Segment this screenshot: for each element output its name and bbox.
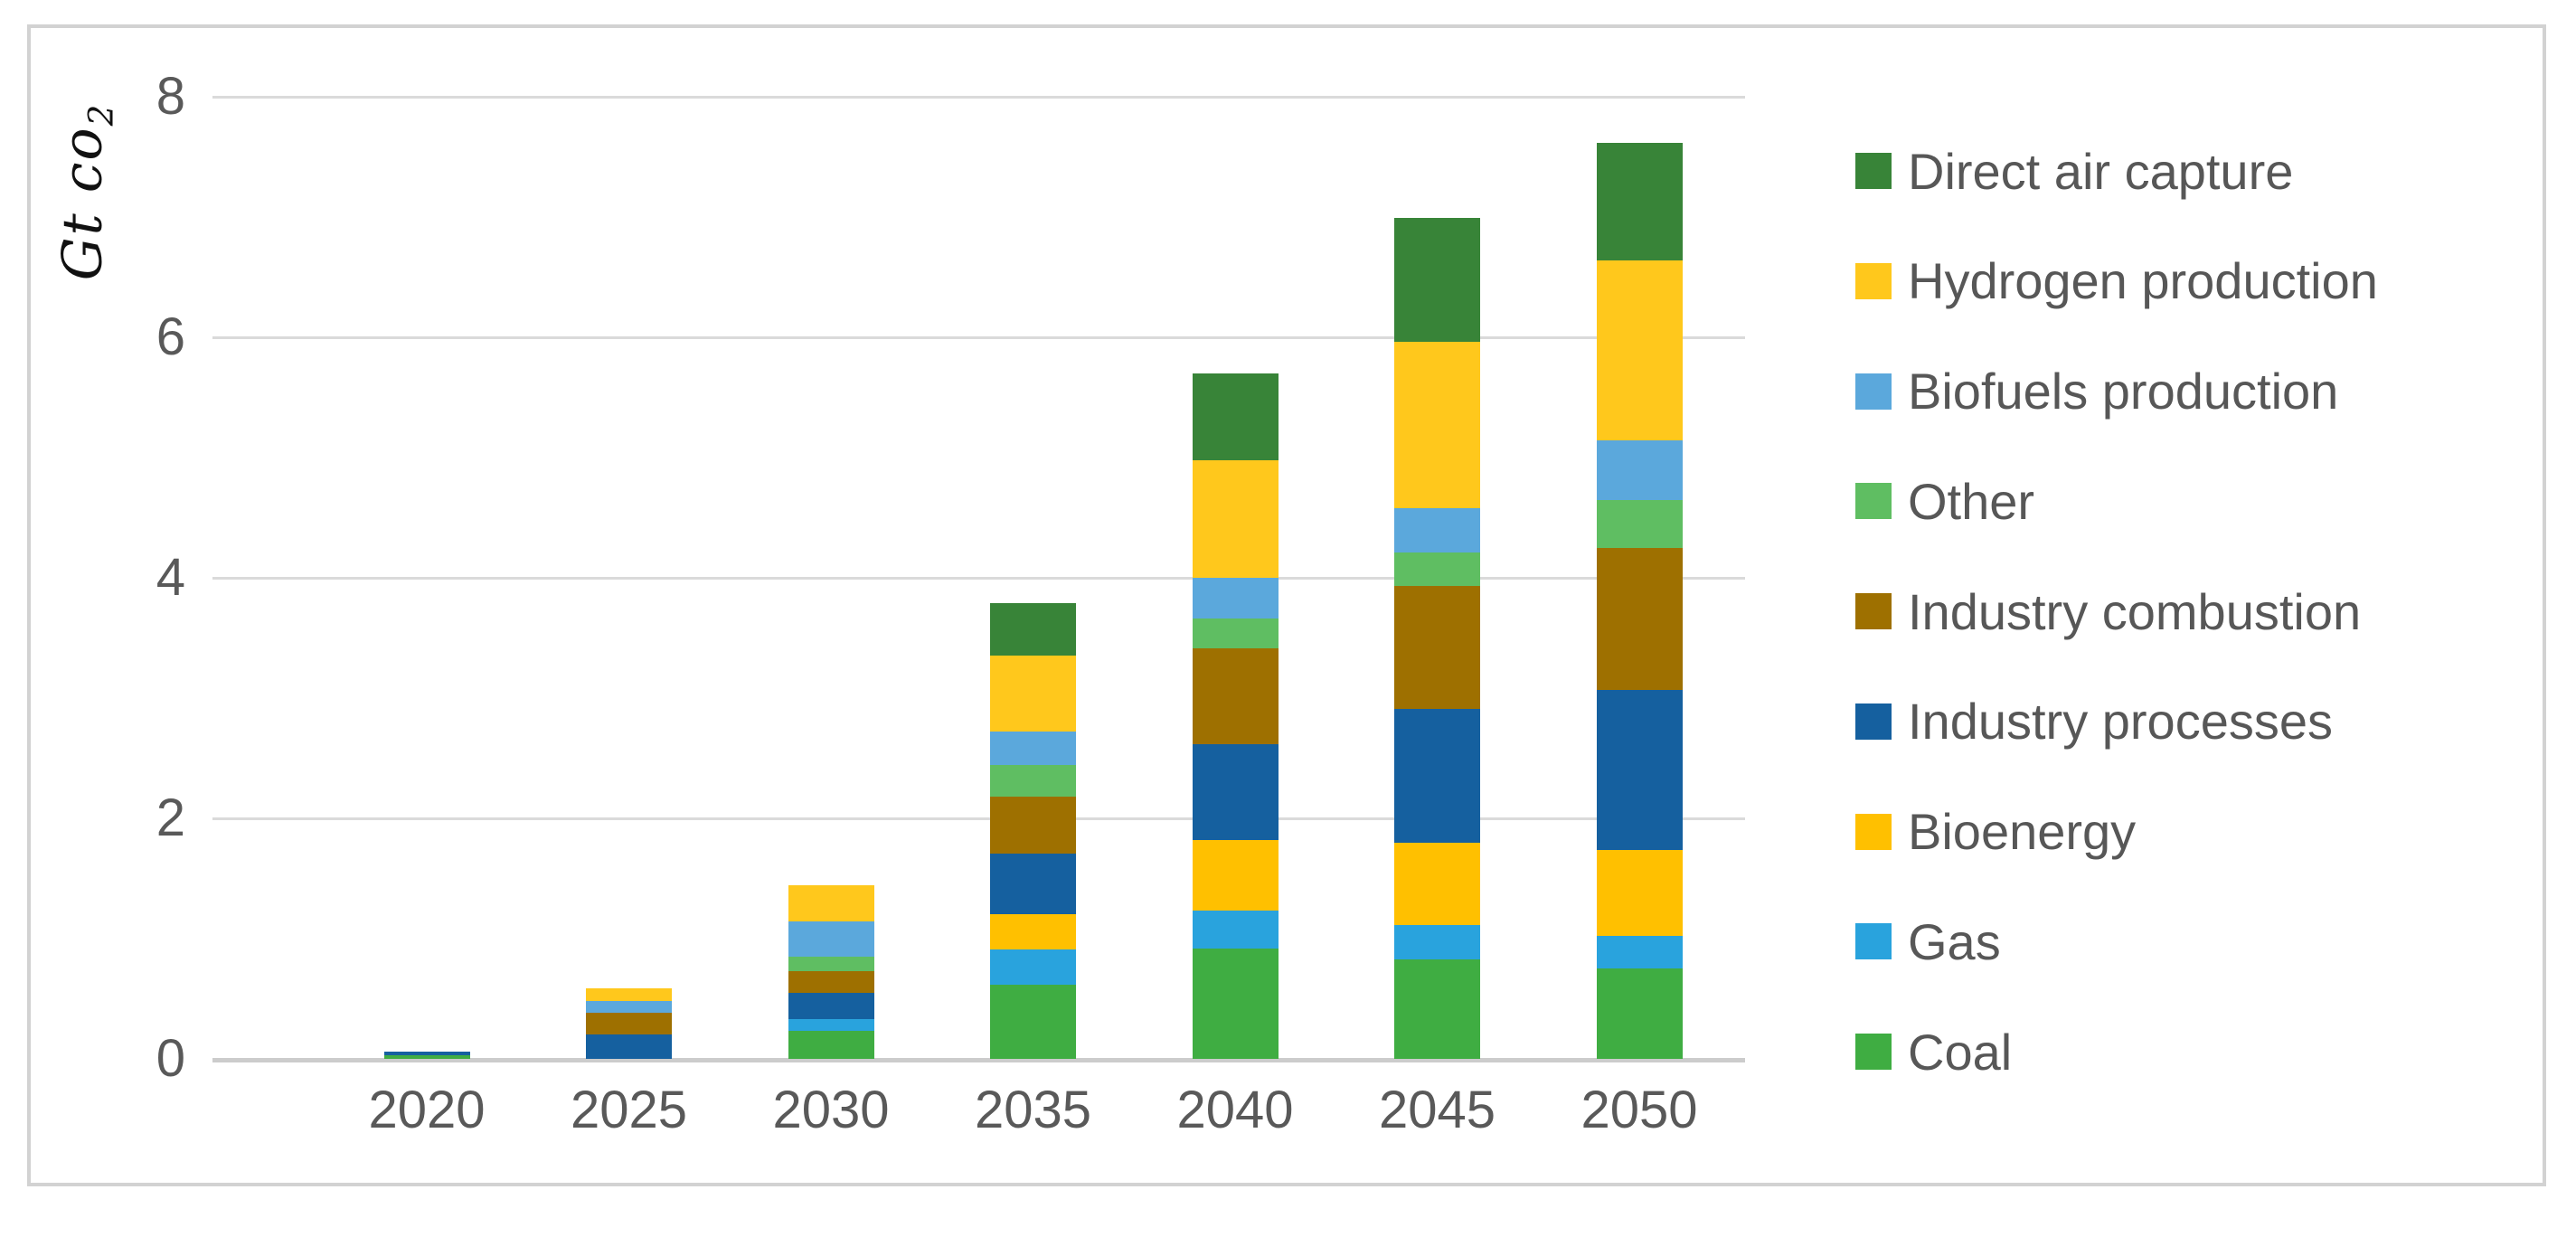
legend-swatch-industry-processes: [1855, 703, 1892, 740]
legend-label-biofuels-production: Biofuels production: [1908, 363, 2339, 420]
bar-segment-2035-biofuels-production: [990, 732, 1076, 766]
legend-swatch-gas: [1855, 923, 1892, 960]
y-tick-label-4: 4: [156, 548, 185, 607]
bar-segment-2035-direct-air-capture: [990, 602, 1076, 656]
legend-label-industry-processes: Industry processes: [1908, 693, 2333, 751]
y-axis-title-text: Gt co: [51, 126, 115, 281]
bar-segment-2045-other: [1394, 552, 1480, 587]
legend-item-biofuels-production: Biofuels production: [1855, 363, 2339, 420]
bar-segment-2045-coal: [1394, 958, 1480, 1059]
bar-segment-2025-industry-combustion: [586, 1013, 672, 1035]
bar-segment-2035-industry-combustion: [990, 797, 1076, 854]
legend-item-gas: Gas: [1855, 912, 2001, 970]
legend-label-industry-combustion: Industry combustion: [1908, 582, 2362, 640]
legend-item-coal: Coal: [1855, 1023, 2013, 1081]
x-tick-label-2035: 2035: [974, 1081, 1092, 1139]
bar-segment-2025-biofuels-production: [586, 1001, 672, 1014]
y-tick-label-8: 8: [156, 67, 185, 126]
bar-segment-2050-direct-air-capture: [1596, 142, 1683, 260]
bar-segment-2050-bioenergy: [1596, 849, 1683, 937]
bar-segment-2050-other: [1596, 499, 1683, 548]
gridline-0: [212, 1058, 1745, 1062]
legend-swatch-bioenergy: [1855, 813, 1892, 850]
gridline-2: [212, 817, 1745, 820]
bar-segment-2045-direct-air-capture: [1394, 218, 1480, 343]
y-axis-title: Gt co2: [52, 103, 121, 281]
bar-segment-2045-bioenergy: [1394, 842, 1480, 926]
bar-segment-2050-hydrogen-production: [1596, 260, 1683, 441]
legend-swatch-direct-air-capture: [1855, 153, 1892, 189]
legend-label-bioenergy: Bioenergy: [1908, 803, 2137, 860]
bar-segment-2040-biofuels-production: [1192, 578, 1279, 619]
legend-swatch-other: [1855, 483, 1892, 520]
bar-segment-2020-industry-processes: [383, 1052, 470, 1055]
bar-segment-2030-industry-processes: [788, 992, 874, 1020]
legend-swatch-coal: [1855, 1034, 1892, 1070]
gridline-6: [212, 336, 1745, 339]
bar-segment-2035-coal: [990, 984, 1076, 1059]
x-tick-label-2045: 2045: [1378, 1081, 1496, 1139]
legend-label-coal: Coal: [1908, 1023, 2013, 1081]
bar-segment-2035-other: [990, 765, 1076, 798]
bar-segment-2040-hydrogen-production: [1192, 459, 1279, 578]
bar-segment-2030-gas: [788, 1019, 874, 1032]
bar-segment-2040-direct-air-capture: [1192, 373, 1279, 460]
bar-segment-2040-industry-processes: [1192, 743, 1279, 840]
bar-segment-2035-bioenergy: [990, 914, 1076, 949]
bar-segment-2020-coal: [383, 1055, 470, 1059]
y-tick-label-0: 0: [156, 1029, 185, 1088]
legend-label-gas: Gas: [1908, 912, 2001, 970]
x-tick-label-2030: 2030: [772, 1081, 890, 1139]
bar-segment-2045-gas: [1394, 925, 1480, 959]
gridline-8: [212, 96, 1745, 99]
bar-segment-2040-coal: [1192, 948, 1279, 1059]
bar-segment-2050-coal: [1596, 968, 1683, 1059]
bar-segment-2030-coal: [788, 1031, 874, 1059]
y-tick-label-6: 6: [156, 307, 185, 366]
bar-segment-2030-industry-combustion: [788, 970, 874, 993]
y-tick-label-2: 2: [156, 788, 185, 847]
bar-segment-2030-biofuels-production: [788, 921, 874, 957]
bar-segment-2035-industry-processes: [990, 853, 1076, 915]
legend-item-hydrogen-production: Hydrogen production: [1855, 252, 2378, 310]
legend-swatch-industry-combustion: [1855, 593, 1892, 629]
gridline-4: [212, 577, 1745, 580]
bar-segment-2050-industry-processes: [1596, 689, 1683, 850]
legend-item-direct-air-capture: Direct air capture: [1855, 142, 2294, 200]
bar-segment-2025-hydrogen-production: [586, 987, 672, 1002]
legend-label-hydrogen-production: Hydrogen production: [1908, 252, 2378, 310]
legend-label-direct-air-capture: Direct air capture: [1908, 142, 2294, 200]
bar-segment-2050-biofuels-production: [1596, 440, 1683, 500]
bar-segment-2045-hydrogen-production: [1394, 342, 1480, 508]
figure-border: [27, 24, 2546, 1186]
legend-swatch-biofuels-production: [1855, 373, 1892, 410]
legend-label-other: Other: [1908, 472, 2035, 530]
bar-segment-2045-industry-processes: [1394, 708, 1480, 843]
x-tick-label-2025: 2025: [570, 1081, 688, 1139]
bar-segment-2030-hydrogen-production: [788, 885, 874, 922]
bar-segment-2050-gas: [1596, 936, 1683, 969]
legend-item-industry-processes: Industry processes: [1855, 693, 2333, 751]
x-tick-label-2020: 2020: [368, 1081, 486, 1139]
bar-segment-2025-industry-processes: [586, 1034, 672, 1059]
legend-item-bioenergy: Bioenergy: [1855, 803, 2137, 860]
bar-segment-2045-biofuels-production: [1394, 507, 1480, 553]
bar-segment-2040-industry-combustion: [1192, 648, 1279, 744]
bar-segment-2050-industry-combustion: [1596, 547, 1683, 690]
bar-segment-2035-gas: [990, 949, 1076, 985]
legend-swatch-hydrogen-production: [1855, 262, 1892, 299]
bar-segment-2045-industry-combustion: [1394, 586, 1480, 709]
legend-item-industry-combustion: Industry combustion: [1855, 582, 2362, 640]
bar-segment-2040-other: [1192, 618, 1279, 649]
bar-segment-2040-gas: [1192, 911, 1279, 949]
legend-item-other: Other: [1855, 472, 2035, 530]
bar-segment-2040-bioenergy: [1192, 839, 1279, 911]
x-tick-label-2050: 2050: [1581, 1081, 1698, 1139]
bar-segment-2030-other: [788, 956, 874, 971]
bar-segment-2035-hydrogen-production: [990, 656, 1076, 732]
x-tick-label-2040: 2040: [1176, 1081, 1294, 1139]
